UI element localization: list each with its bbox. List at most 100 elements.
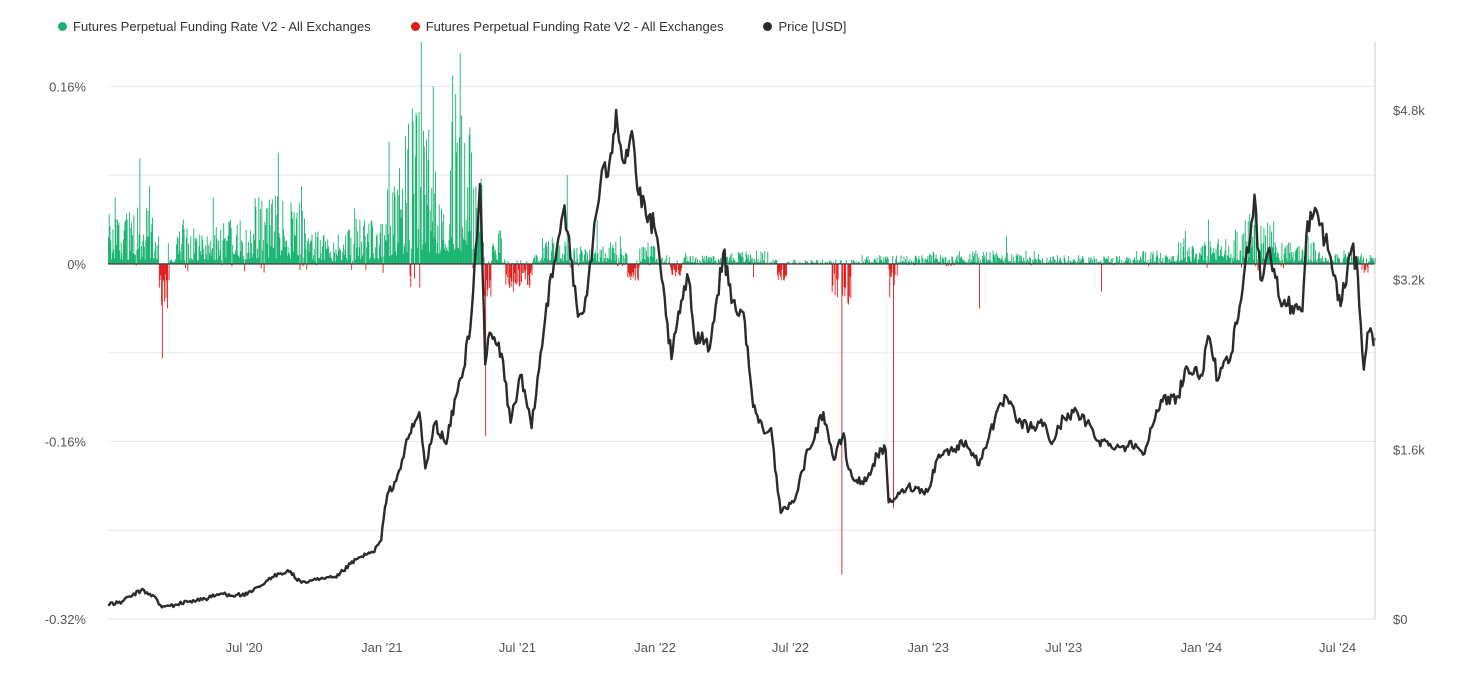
funding-bar-positive: [945, 257, 947, 264]
funding-bar-positive: [202, 239, 204, 264]
funding-bar-positive: [1333, 262, 1335, 264]
funding-bar-positive: [1315, 250, 1317, 264]
funding-bar-positive: [361, 256, 363, 264]
funding-bar-positive: [386, 240, 388, 264]
funding-bar-positive: [933, 252, 935, 264]
funding-bar-positive: [325, 249, 327, 264]
funding-bar-positive: [205, 245, 207, 264]
funding-bar-positive: [732, 262, 734, 264]
funding-bar-positive: [203, 259, 205, 264]
funding-bar-positive: [795, 261, 796, 264]
funding-bar-positive: [1230, 253, 1232, 264]
funding-bar-positive: [1169, 261, 1171, 264]
funding-bar-positive: [452, 75, 454, 264]
funding-bar-positive: [735, 262, 737, 264]
funding-bar-positive: [158, 235, 160, 264]
funding-bar-positive: [1209, 241, 1211, 264]
funding-bar-positive: [310, 241, 311, 264]
funding-bar-negative: [1282, 263, 1284, 269]
funding-bar-positive: [411, 248, 412, 264]
funding-bar-positive: [1006, 252, 1008, 264]
funding-bar-positive: [962, 260, 964, 264]
funding-bar-positive: [1134, 260, 1136, 264]
funding-bar-positive: [922, 257, 924, 264]
funding-bar-positive: [749, 260, 751, 264]
funding-bar-positive: [704, 256, 706, 264]
funding-bar-positive: [963, 259, 965, 264]
funding-bar-positive: [545, 243, 546, 264]
funding-bar-negative: [529, 263, 531, 288]
funding-bar-positive: [118, 222, 120, 264]
funding-bar-positive: [1079, 258, 1081, 264]
funding-bar-positive: [120, 242, 122, 264]
funding-bar-positive: [367, 242, 369, 264]
funding-bar-positive: [385, 223, 387, 264]
funding-bar-positive: [1368, 261, 1370, 264]
funding-bar-positive: [139, 158, 141, 264]
funding-bar-positive: [441, 221, 443, 264]
funding-bar-positive: [1072, 259, 1074, 264]
funding-bar-positive: [261, 200, 263, 264]
funding-bar-positive: [1117, 262, 1119, 264]
funding-bar-positive: [882, 261, 884, 264]
funding-bar-negative: [509, 263, 511, 278]
funding-bar-positive: [735, 262, 737, 264]
funding-bar-positive: [1046, 257, 1048, 264]
funding-bar-positive: [253, 233, 255, 264]
funding-bar-positive: [542, 260, 544, 264]
funding-bar-negative: [849, 263, 851, 277]
funding-bar-positive: [1034, 259, 1036, 264]
funding-bar-positive: [557, 244, 559, 264]
funding-bar-positive: [235, 235, 237, 264]
funding-bar-positive: [989, 252, 991, 264]
funding-bar-positive: [544, 258, 546, 264]
funding-bar-positive: [815, 260, 817, 264]
funding-bar-positive: [776, 260, 778, 264]
funding-bar-positive: [1125, 257, 1127, 264]
funding-bar-positive: [682, 262, 684, 264]
funding-bar-positive: [1196, 253, 1198, 264]
funding-bar-positive: [372, 253, 374, 264]
funding-bar-positive: [1194, 257, 1196, 264]
funding-bar-positive: [375, 235, 377, 264]
legend-item-price[interactable]: Price [USD]: [763, 19, 846, 34]
legend-item-funding-positive[interactable]: Futures Perpetual Funding Rate V2 - All …: [58, 19, 371, 34]
funding-bar-negative: [162, 263, 164, 280]
funding-bar-positive: [140, 245, 142, 264]
funding-bar-positive: [1242, 256, 1244, 264]
funding-bar-positive: [602, 246, 604, 264]
funding-bar-positive: [368, 223, 370, 264]
funding-bar-positive: [412, 121, 414, 264]
funding-bar-positive: [143, 246, 145, 264]
funding-bar-positive: [125, 220, 127, 264]
funding-bar-positive: [239, 220, 241, 264]
funding-bar-positive: [574, 250, 576, 264]
funding-bar-positive: [1349, 262, 1351, 264]
funding-bar-positive: [1008, 261, 1010, 264]
funding-bar-negative: [1366, 263, 1368, 267]
funding-bar-positive: [268, 199, 270, 264]
legend-label-price: Price [USD]: [778, 19, 847, 34]
funding-bar-positive: [1100, 260, 1102, 264]
funding-bar-positive: [861, 255, 863, 264]
funding-bar-positive: [700, 262, 702, 264]
funding-bar-positive: [576, 247, 578, 264]
funding-bar-positive: [355, 218, 357, 264]
funding-bar-positive: [1181, 260, 1183, 264]
funding-bar-positive: [821, 259, 823, 264]
funding-bar-positive: [1261, 244, 1263, 264]
funding-bar-positive: [1279, 260, 1281, 264]
funding-bar-positive: [605, 261, 607, 264]
funding-bar-positive: [393, 234, 395, 264]
funding-bar-positive: [708, 257, 710, 264]
funding-bar-negative: [833, 263, 835, 274]
funding-bar-negative: [778, 263, 780, 272]
funding-bar-positive: [321, 259, 323, 264]
funding-bar-positive: [972, 251, 974, 264]
funding-bar-positive: [184, 260, 186, 264]
legend-item-funding-negative[interactable]: Futures Perpetual Funding Rate V2 - All …: [410, 19, 723, 34]
funding-bar-positive: [304, 233, 306, 264]
funding-bar-negative: [185, 263, 186, 269]
funding-bar-positive: [1050, 256, 1052, 264]
